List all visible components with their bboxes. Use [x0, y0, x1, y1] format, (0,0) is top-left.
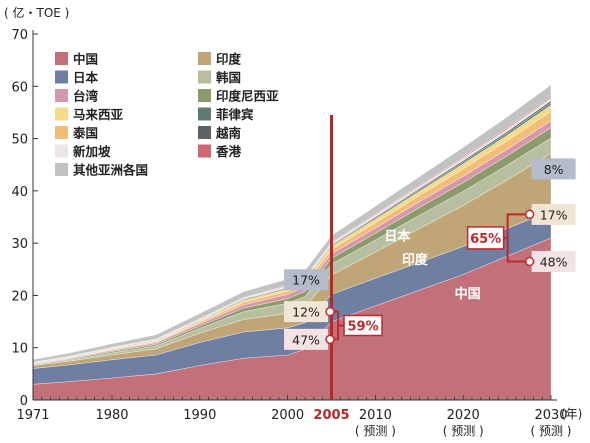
legend-label-台湾: 台湾 [73, 89, 99, 104]
x-tick-label-2030: 2030 [534, 408, 567, 423]
bracket-2005-dot-bottom [325, 334, 335, 345]
bracket-2030-box [466, 226, 505, 250]
x-tick-label-2005: 2005 [313, 408, 349, 423]
legend-swatch-越南 [198, 126, 211, 139]
legend-swatch-马来西亚 [55, 107, 68, 121]
legend-label-香港: 香港 [215, 144, 242, 159]
legend-swatch-韩国 [198, 70, 211, 84]
bracket-2005-dot-top [325, 306, 335, 317]
x-tick-label-1971: 1971 [16, 408, 49, 423]
x-sublabel-2030: ( 预测 ) [531, 424, 572, 438]
legend-swatch-台湾 [55, 89, 68, 102]
x-tick-label-2010: 2010 [359, 408, 392, 423]
y-tick-label-10: 10 [11, 342, 28, 357]
legend-swatch-其他亚洲各国 [55, 163, 68, 176]
y-tick-label-20: 20 [11, 289, 28, 304]
bracket-2005-text: 59% [347, 319, 378, 334]
area-label-日本: 日本 [384, 229, 410, 245]
pct-2005-0-text: 17% [292, 273, 320, 288]
x-tick-label-2000: 2000 [271, 408, 304, 423]
legend-label-韩国: 韩国 [216, 70, 241, 85]
legend-swatch-日本 [55, 70, 68, 84]
y-unit-label: ( 亿・TOE ) [4, 5, 69, 20]
y-tick-label-60: 60 [11, 80, 28, 95]
y-tick-label-30: 30 [11, 237, 28, 252]
x-sublabel-2020: ( 预测 ) [443, 424, 484, 438]
legend-swatch-中国 [55, 52, 68, 65]
bracket-2030-text: 65% [470, 232, 501, 247]
legend-label-日本: 日本 [73, 70, 99, 85]
pct-2005-0-box [284, 269, 329, 291]
legend-label-菲律宾: 菲律宾 [216, 107, 254, 122]
pct-2030-1-text: 17% [540, 207, 568, 222]
area-series-12-其他亚洲各国 [32, 84, 552, 363]
x-tick-label-1980: 1980 [95, 408, 128, 423]
x-unit-label: (年) [561, 407, 582, 421]
legend-swatch-新加坡 [55, 144, 68, 158]
pct-2030-2-text: 48% [540, 254, 568, 269]
legend-swatch-菲律宾 [198, 107, 211, 121]
legend-label-中国: 中国 [73, 52, 98, 67]
legend-label-其他亚洲各国: 其他亚洲各国 [73, 163, 148, 178]
pct-2030-2-box [531, 250, 576, 272]
legend-swatch-印度 [198, 52, 211, 65]
legend-label-新加坡: 新加坡 [73, 144, 111, 159]
pct-2005-1-text: 12% [292, 305, 320, 320]
pct-2005-2-box [284, 328, 329, 350]
legend-label-马来西亚: 马来西亚 [73, 107, 124, 122]
pct-2005-2-text: 47% [292, 332, 320, 347]
legend-swatch-香港 [198, 144, 211, 158]
legend-label-越南: 越南 [215, 126, 242, 141]
legend-label-印度尼西亚: 印度尼西亚 [216, 89, 279, 104]
area-label-印度: 印度 [402, 252, 429, 268]
x-sublabel-2010: ( 预测 ) [355, 424, 396, 438]
y-tick-label-0: 0 [20, 394, 28, 409]
y-tick-label-50: 50 [11, 133, 28, 148]
bracket-2030 [506, 213, 530, 263]
legend-label-泰国: 泰国 [72, 126, 98, 141]
x-tick-label-2020: 2020 [447, 408, 480, 423]
bracket-2030-dot-top [524, 209, 535, 220]
legend-swatch-印度尼西亚 [198, 89, 211, 102]
pct-2005-1-box [284, 301, 329, 323]
y-tick-label-40: 40 [11, 185, 28, 200]
x-tick-label-1990: 1990 [183, 408, 216, 423]
bracket-2005-box [343, 314, 383, 337]
pct-2030-0-box [531, 158, 576, 180]
legend-label-印度: 印度 [216, 52, 242, 67]
area-label-中国: 中国 [455, 286, 481, 302]
bracket-2030-dot-bottom [524, 256, 535, 267]
legend-swatch-泰国 [55, 126, 68, 139]
y-tick-label-70: 70 [11, 28, 28, 43]
pct-2030-1-box [531, 203, 576, 225]
pct-2030-0-text: 8% [544, 162, 564, 177]
